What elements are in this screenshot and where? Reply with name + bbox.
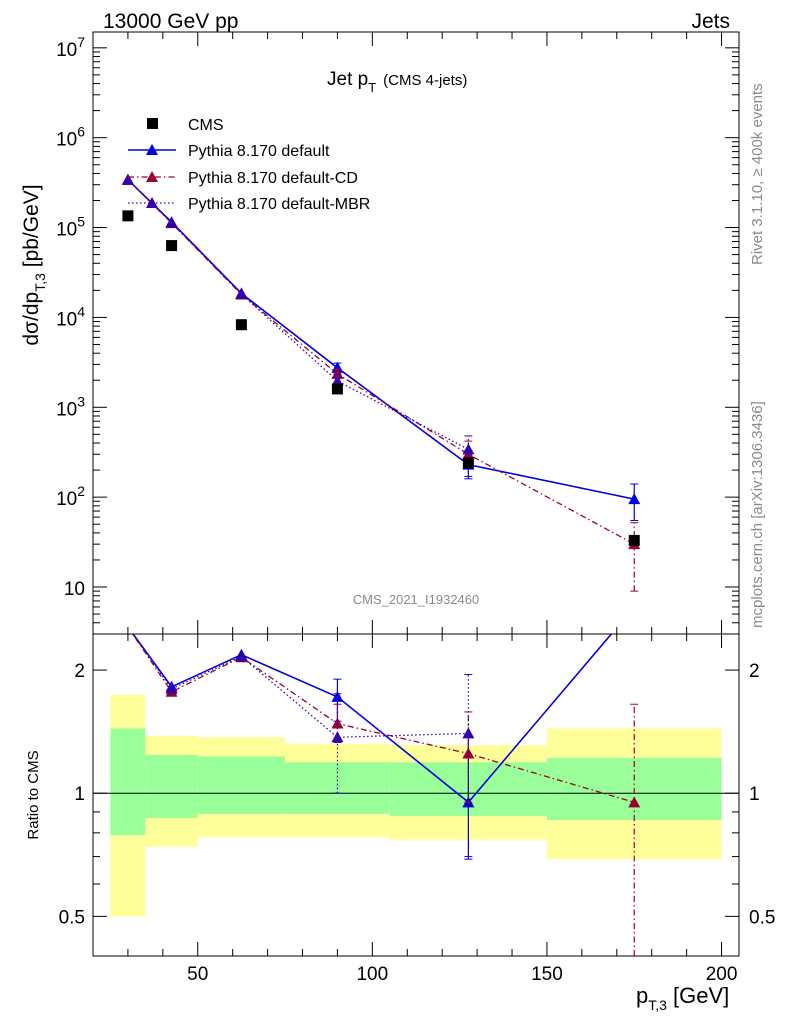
main-series-pythia-8-170-default-mbr [121,173,475,477]
watermark: CMS_2021_I1932460 [353,592,480,607]
ratio-band-inner [110,728,146,836]
x-axis-label-post: [GeV] [667,983,729,1008]
x-tick-label: 150 [531,964,563,985]
main-plot-series [121,173,641,592]
main-point-cms [166,240,178,252]
main-point-cms [628,534,640,546]
main-line-pythia-8-170-default-cd [127,179,635,545]
ratio-point-pythia-8-170-default-cd [462,747,475,759]
x-tick-label: 200 [706,964,738,985]
x-tick-label: 100 [356,964,388,985]
ratio-y-tick-label: 1 [74,784,85,805]
legend-marker-default-cd [146,171,158,182]
main-y-tick-label: 106 [56,124,85,151]
ratio-point-pythia-8-170-default-cd [331,717,344,729]
main-y-tick-label: 104 [56,303,85,330]
ratio-uncertainty-bands [93,694,739,917]
rivet-label: Rivet 3.1.10, ≥ 400k events [749,83,766,265]
ratio-line-pythia-8-170-default [132,634,613,804]
legend-marker-default [146,144,158,155]
legend-entry-default-cd: Pythia 8.170 default-CD [128,170,358,187]
legend-entry-cms: CMS [147,117,224,134]
main-point-cms [235,319,247,331]
ratio-x-tick-labels: 50 100 150 200 [187,964,737,985]
plot-title-sub: T [368,80,376,95]
main-y-axis-label-post: [pb/GeV] [20,184,43,273]
main-point-pythia-8-170-default-mbr [331,375,344,387]
ratio-y-tick-label-right: 0.5 [749,907,775,928]
main-point-cms [462,457,474,469]
main-point-pythia-8-170-default-cd [331,367,344,379]
main-line-pythia-8-170-default-mbr [127,179,469,450]
ratio-y-tick-labels: 0.5 0.5 1 1 2 2 [59,661,776,928]
main-series-pythia-8-170-default [121,173,641,521]
main-point-pythia-8-170-default-mbr [462,443,475,455]
ratio-axis-ticks [93,634,739,957]
plot-title-extra: (CMS 4-jets) [383,72,467,89]
header-right: Jets [691,10,730,33]
legend-label-cms: CMS [188,117,224,134]
main-line-pythia-8-170-default [127,179,635,500]
main-y-tick-label: 107 [56,34,85,61]
x-axis-label: pT,3 [GeV] [636,983,729,1013]
x-tick-label: 50 [187,964,208,985]
main-point-pythia-8-170-default-mbr [165,216,178,228]
legend-label-default-mbr: Pythia 8.170 default-MBR [188,196,370,213]
main-y-axis-label: dσ/dpT,3 [pb/GeV] [20,184,48,345]
main-point-cms [122,210,134,222]
ratio-series-pythia-8-170-default-mbr [132,634,475,858]
plot-title-main: Jet p [327,69,368,90]
source-label: mcplots.cern.ch [arXiv:1306.3436] [749,401,766,628]
ratio-band-inner [197,756,286,814]
ratio-point-pythia-8-170-default-cd [628,796,641,808]
main-y-axis-label-pre: dσ/dp [20,292,43,346]
ratio-point-pythia-8-170-default-mbr [235,650,248,662]
legend-marker-cms [147,118,158,129]
legend-entry-default-mbr: Pythia 8.170 default-MBR [128,196,370,213]
ratio-plot-series [131,601,641,956]
main-point-pythia-8-170-default [331,361,344,373]
ratio-line-pythia-8-170-default-mbr [132,634,469,738]
header-left: 13000 GeV pp [103,10,238,33]
ratio-y-tick-label-right: 2 [749,661,760,682]
legend-entry-default: Pythia 8.170 default [128,143,330,160]
main-point-cms [331,383,343,395]
ratio-y-axis-label: Ratio to CMS [25,750,42,839]
main-series-pythia-8-170-default-cd [121,173,641,592]
legend: CMS Pythia 8.170 default Pythia 8.170 de… [128,117,370,213]
ratio-band-inner [145,754,198,818]
x-axis-label-pre: p [636,983,648,1008]
main-y-tick-label: 10 [64,579,85,600]
main-y-tick-label: 105 [56,214,85,241]
ratio-y-tick-label: 0.5 [59,907,85,928]
ratio-point-pythia-8-170-default-mbr [462,727,475,739]
ratio-point-pythia-8-170-default-mbr [165,682,178,694]
ratio-point-pythia-8-170-default-mbr [331,731,344,743]
ratio-point-pythia-8-170-default [628,601,640,612]
main-point-pythia-8-170-default [628,493,641,505]
main-y-tick-label: 102 [56,483,85,510]
main-series-cms [122,210,640,546]
main-y-tick-label: 103 [56,393,85,420]
ratio-y-tick-label: 2 [74,661,85,682]
main-point-pythia-8-170-default-mbr [235,288,248,300]
main-axis-ticks [93,32,739,635]
ratio-plot-frame [92,633,740,957]
ratio-line-pythia-8-170-default-cd [131,634,635,803]
legend-marker-default-mbr [146,197,158,208]
main-y-axis-label-sub: T,3 [32,273,48,292]
legend-label-default: Pythia 8.170 default [188,143,330,160]
legend-label-default-cd: Pythia 8.170 default-CD [188,170,358,187]
x-axis-label-sub: T,3 [648,997,667,1013]
main-y-tick-labels: 10 102 103 104 105 106 107 [56,34,85,600]
ratio-plot-panel: 0.5 0.5 1 1 2 2 50 100 150 200 Ratio to CMS pT,3… [25,601,776,1013]
main-point-pythia-8-170-default-mbr [121,173,134,185]
ratio-y-tick-label-right: 1 [749,784,760,805]
plot-title: Jet pT (CMS 4-jets) [327,69,467,95]
